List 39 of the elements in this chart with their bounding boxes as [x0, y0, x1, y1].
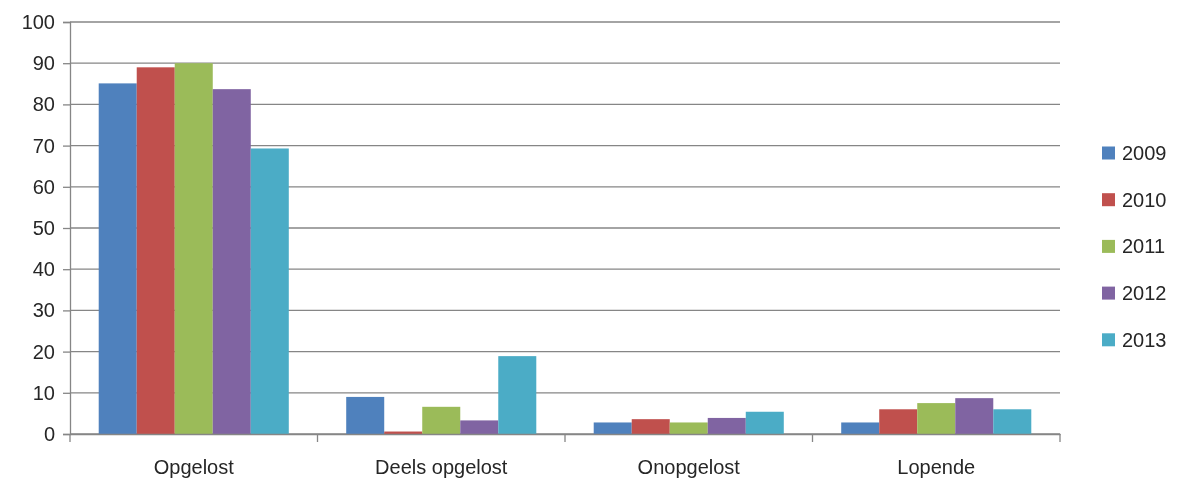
bar — [879, 409, 918, 434]
legend-label: 2013 — [1122, 328, 1167, 351]
bar — [422, 406, 461, 434]
bar — [669, 422, 708, 434]
bar — [98, 83, 137, 434]
bar — [631, 419, 670, 434]
bar — [346, 396, 385, 434]
legend-label: 2009 — [1122, 142, 1167, 164]
y-tick-label: 40 — [32, 258, 55, 281]
y-tick-label: 10 — [32, 381, 55, 404]
y-tick-label: 30 — [32, 299, 55, 322]
legend-label: 2012 — [1122, 282, 1167, 305]
legend-label: 2011 — [1122, 235, 1166, 258]
bar — [917, 403, 956, 434]
bar — [993, 409, 1032, 434]
bar — [498, 356, 537, 434]
bar — [460, 420, 499, 434]
x-tick-label: Lopende — [897, 456, 976, 479]
y-tick-label: 20 — [32, 340, 55, 363]
bar — [955, 398, 994, 434]
bar — [250, 148, 289, 434]
bar — [745, 411, 784, 434]
x-tick-label: Opgelost — [153, 456, 235, 479]
x-tick-label: Deels opgelost — [375, 456, 508, 479]
y-tick-label: 0 — [43, 422, 55, 445]
bar — [212, 89, 251, 434]
legend-label: 2010 — [1122, 188, 1167, 211]
y-tick-label: 50 — [32, 216, 55, 239]
y-tick-label: 70 — [32, 134, 55, 157]
y-tick-label: 80 — [32, 93, 55, 116]
bar — [707, 417, 746, 434]
y-tick-label: 60 — [32, 175, 55, 198]
bar — [841, 422, 880, 434]
bar — [174, 63, 213, 434]
x-tick-label: Onopgelost — [637, 456, 741, 479]
bar — [593, 422, 632, 434]
y-tick-label: 90 — [32, 52, 55, 75]
bar — [136, 67, 175, 434]
y-tick-label: 100 — [21, 10, 55, 33]
